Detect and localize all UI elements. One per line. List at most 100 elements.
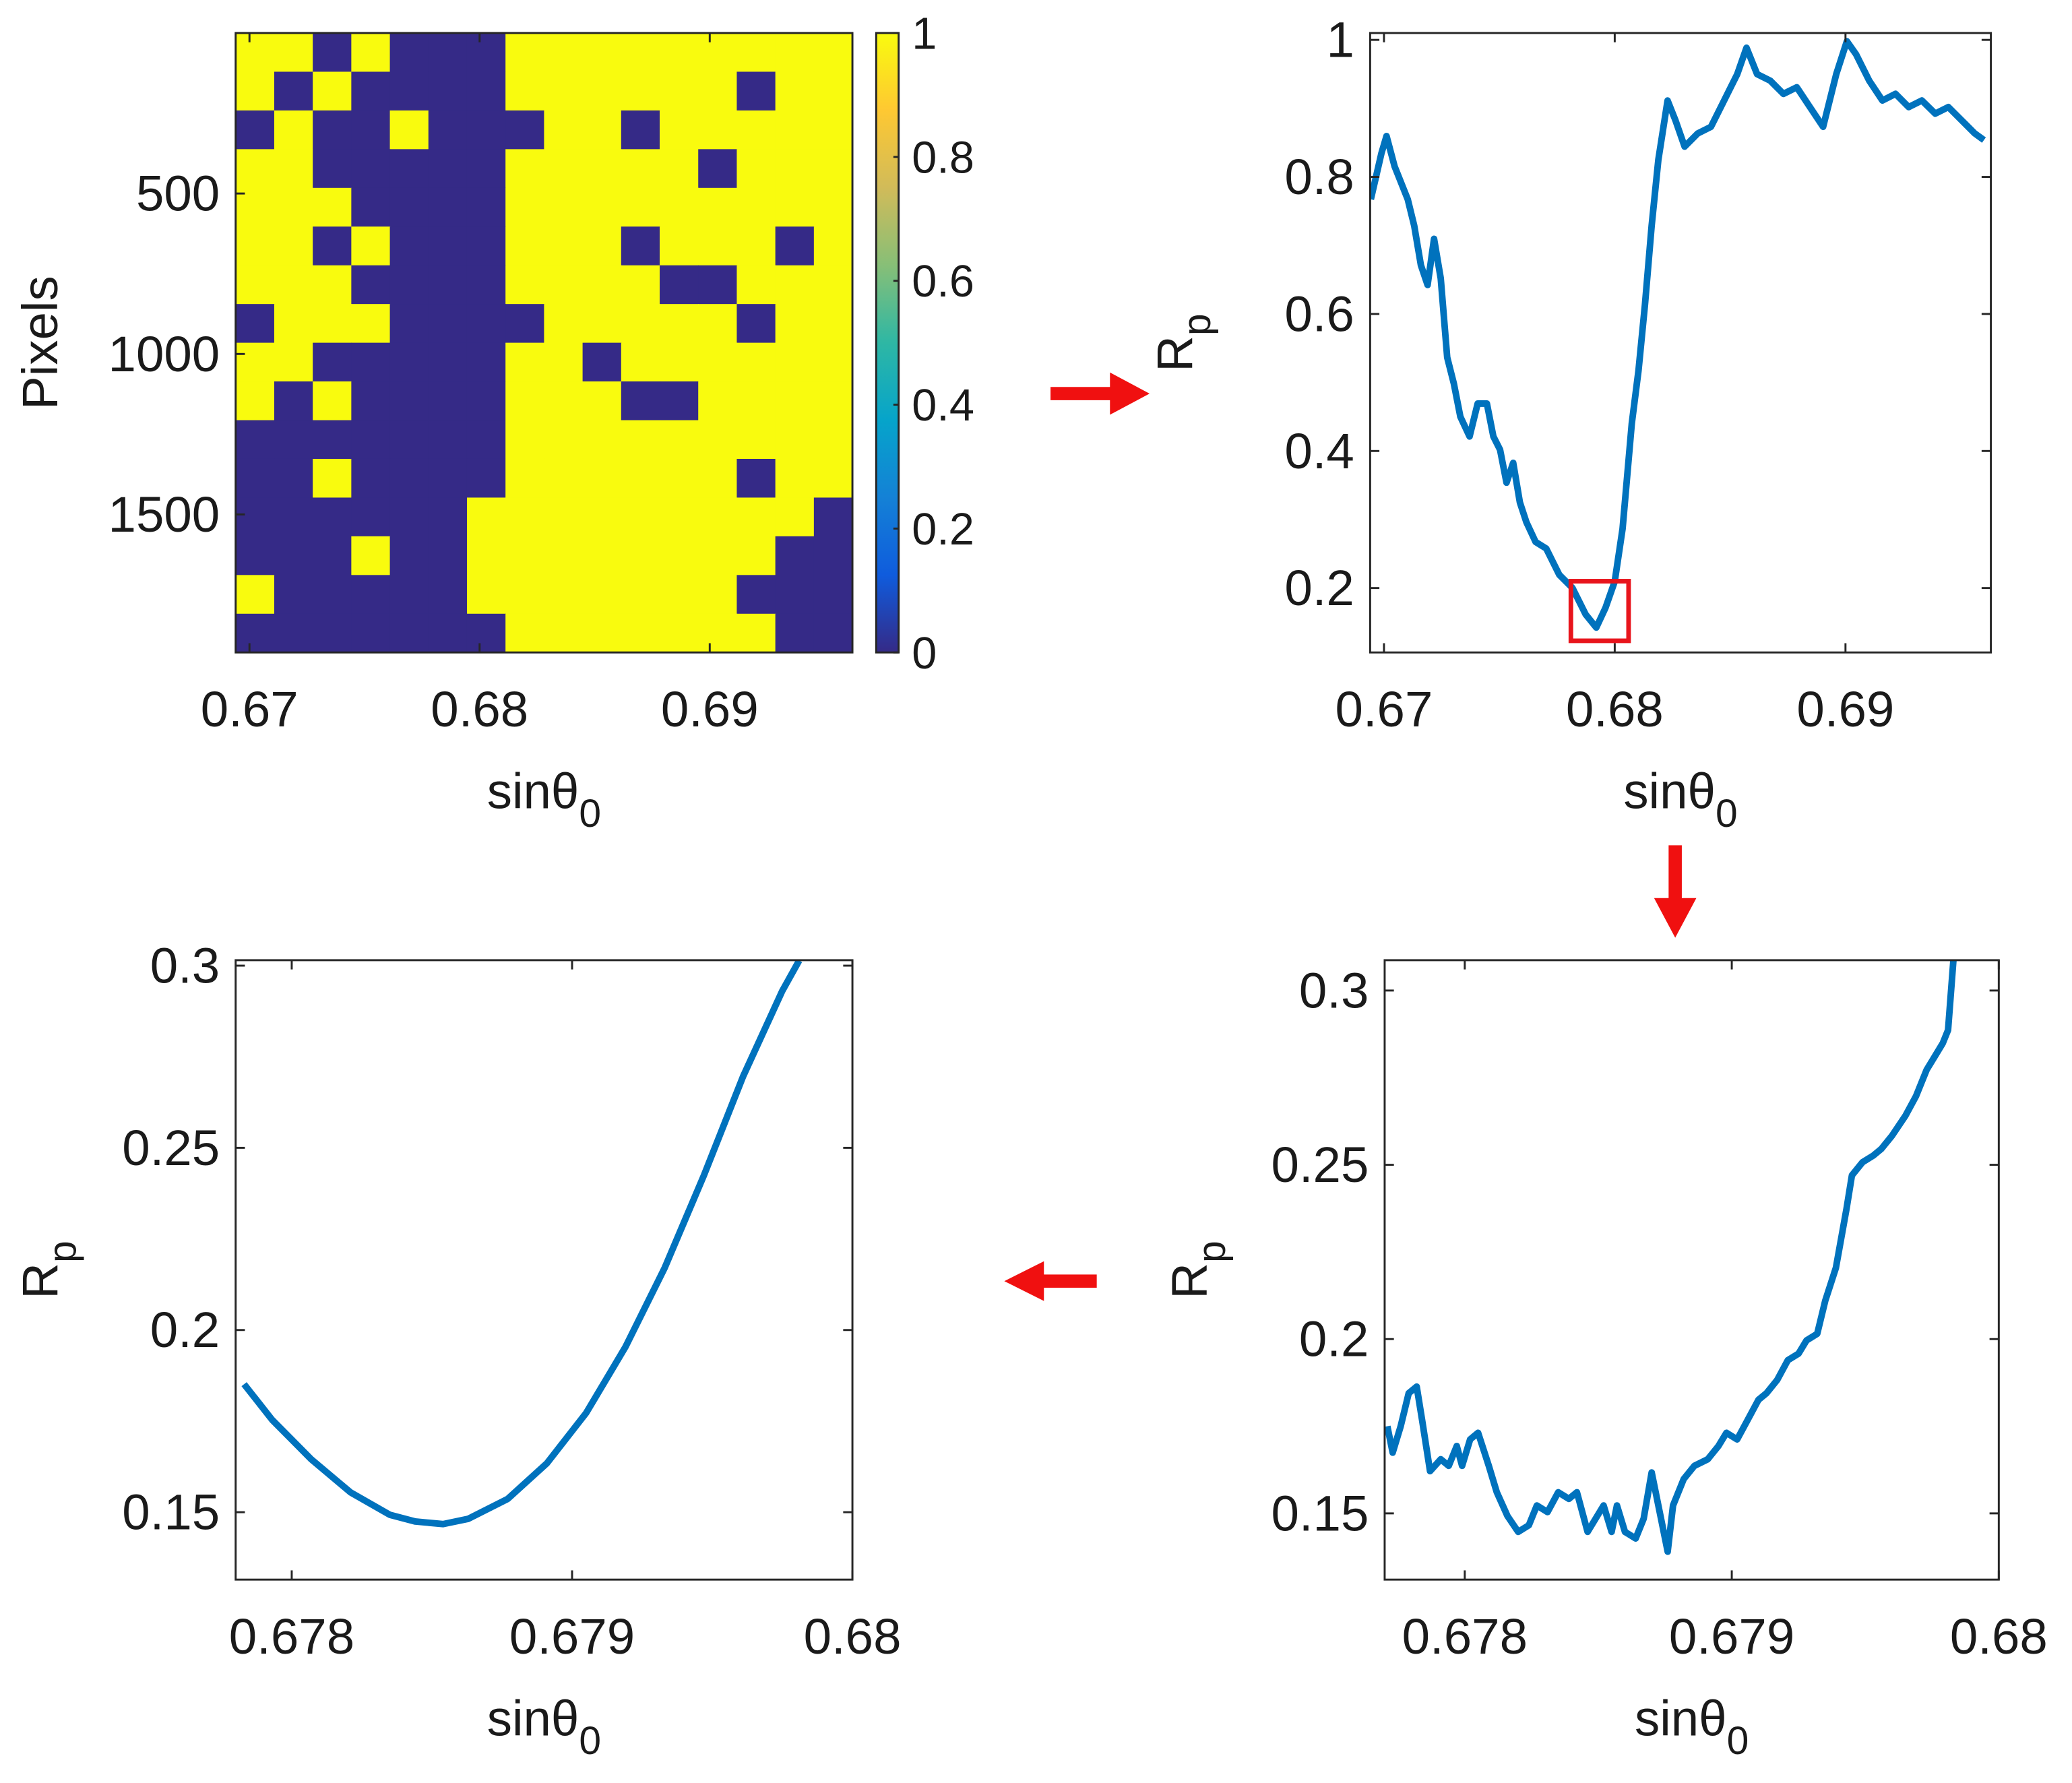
heatmap-cell bbox=[582, 420, 622, 460]
heatmap-cell bbox=[660, 149, 699, 189]
heatmap-cell bbox=[274, 71, 313, 111]
heatmap-cell bbox=[389, 458, 429, 499]
x-tick-label: 0.69 bbox=[661, 681, 759, 737]
arrow-shaft bbox=[1050, 387, 1112, 400]
heatmap-cell bbox=[466, 226, 506, 266]
heatmap-cell bbox=[544, 304, 584, 344]
heatmap-cell bbox=[813, 226, 853, 266]
heatmap-cell bbox=[621, 497, 660, 537]
panel: 0.678 0.679 0.68 0.15 0.2 0.25 0.3 sinθ0 Rp bbox=[12, 938, 901, 1763]
heatmap-cell bbox=[775, 33, 815, 73]
y-axis-label-main: R bbox=[1161, 1263, 1217, 1299]
heatmap-cell bbox=[582, 71, 622, 111]
heatmap-cell bbox=[389, 381, 429, 421]
arrow-right bbox=[1050, 372, 1150, 415]
heatmap-cell bbox=[775, 187, 815, 228]
highlight-box bbox=[1568, 579, 1631, 644]
colorbar-tick-label: 0.8 bbox=[912, 133, 974, 183]
heatmap-cell bbox=[621, 458, 660, 499]
heatmap-cell bbox=[813, 536, 853, 576]
heatmap-cell bbox=[466, 265, 506, 305]
y-tick-label: 0.2 bbox=[150, 1302, 220, 1358]
heatmap-cell bbox=[313, 149, 352, 189]
heatmap-cell bbox=[235, 420, 275, 460]
heatmap-cell bbox=[351, 342, 391, 382]
heatmap-cell bbox=[351, 226, 391, 266]
x-axis-label: sinθ0 bbox=[487, 1690, 601, 1762]
heatmap-cell bbox=[544, 575, 584, 615]
heatmap-cell bbox=[775, 149, 815, 189]
y-tick-label: 0.8 bbox=[1284, 149, 1354, 205]
heatmap-cell bbox=[351, 110, 391, 150]
heatmap-cell bbox=[313, 304, 352, 344]
heatmap-cell bbox=[466, 575, 506, 615]
heatmap-cell bbox=[313, 110, 352, 150]
heatmap-cell bbox=[313, 342, 352, 382]
heatmap-cell bbox=[660, 381, 699, 421]
heatmap-cell bbox=[582, 381, 622, 421]
heatmap-cell bbox=[505, 342, 545, 382]
heatmap-cell bbox=[505, 304, 545, 344]
x-tick-label: 0.678 bbox=[1402, 1608, 1528, 1664]
heatmap-cell bbox=[698, 71, 738, 111]
data-line bbox=[241, 960, 803, 1528]
y-tick-label: 0.4 bbox=[1284, 423, 1354, 479]
heatmap-cell bbox=[582, 226, 622, 266]
heatmap-cell bbox=[621, 33, 660, 73]
heatmap-cell bbox=[466, 381, 506, 421]
heatmap-cell bbox=[813, 458, 853, 499]
heatmap-cell bbox=[660, 304, 699, 344]
heatmap-cell bbox=[698, 149, 738, 189]
heatmap-cell bbox=[313, 381, 352, 421]
heatmap-cell bbox=[698, 497, 738, 537]
heatmap-cell bbox=[775, 71, 815, 111]
heatmap-cell bbox=[775, 265, 815, 305]
heatmap-cell bbox=[582, 187, 622, 228]
heatmap-cell bbox=[351, 187, 391, 228]
heatmap-cell bbox=[351, 420, 391, 460]
heatmap-cell bbox=[389, 536, 429, 576]
y-axis-label: Rp bbox=[1161, 1241, 1233, 1299]
heatmap-cell bbox=[313, 71, 352, 111]
heatmap-cell bbox=[544, 342, 584, 382]
heatmap-cell bbox=[505, 420, 545, 460]
y-tick-label: 0.15 bbox=[1271, 1485, 1369, 1541]
heatmap-cell bbox=[582, 497, 622, 537]
x-axis-label-main: sinθ bbox=[487, 1690, 579, 1746]
x-axis-label-main: sinθ bbox=[1623, 763, 1716, 819]
panel: 0.678 0.679 0.68 0.15 0.2 0.25 0.3 sinθ0 Rp bbox=[1161, 959, 2048, 1763]
x-tick-label: 0.679 bbox=[1669, 1608, 1794, 1664]
colorbar-tick-label: 0 bbox=[912, 629, 937, 679]
y-tick-label: 0.6 bbox=[1284, 286, 1354, 342]
heatmap-cell bbox=[274, 187, 313, 228]
heatmap-cell bbox=[466, 33, 506, 73]
heatmap-cell bbox=[698, 33, 738, 73]
heatmap-cell bbox=[582, 342, 622, 382]
heatmap-cell bbox=[428, 226, 468, 266]
heatmap-cell bbox=[313, 33, 352, 73]
heatmap-cell bbox=[428, 497, 468, 537]
x-tick-label: 0.67 bbox=[1335, 681, 1433, 737]
heatmap-cell bbox=[544, 613, 584, 654]
x-axis-label-sub: 0 bbox=[579, 1719, 601, 1763]
heatmap-cell bbox=[621, 265, 660, 305]
y-axis-label-main: R bbox=[12, 1263, 68, 1299]
heatmap-cell bbox=[274, 381, 313, 421]
heatmap-cell bbox=[313, 497, 352, 537]
heatmap-cell bbox=[736, 149, 776, 189]
heatmap-cell bbox=[235, 613, 275, 654]
arrow-shaft bbox=[1042, 1274, 1097, 1288]
heatmap-cell bbox=[813, 613, 853, 654]
heatmap-cell bbox=[313, 420, 352, 460]
x-tick-label: 0.67 bbox=[201, 681, 299, 737]
axes-box bbox=[234, 959, 854, 1581]
heatmap-cell bbox=[698, 265, 738, 305]
heatmap-cell bbox=[736, 304, 776, 344]
x-tick-label: 0.69 bbox=[1796, 681, 1894, 737]
heatmap-cell bbox=[698, 187, 738, 228]
heatmap-cell bbox=[582, 33, 622, 73]
heatmap-cell bbox=[813, 342, 853, 382]
heatmap-cell bbox=[466, 613, 506, 654]
heatmap-cell bbox=[660, 575, 699, 615]
heatmap-cell bbox=[505, 187, 545, 228]
